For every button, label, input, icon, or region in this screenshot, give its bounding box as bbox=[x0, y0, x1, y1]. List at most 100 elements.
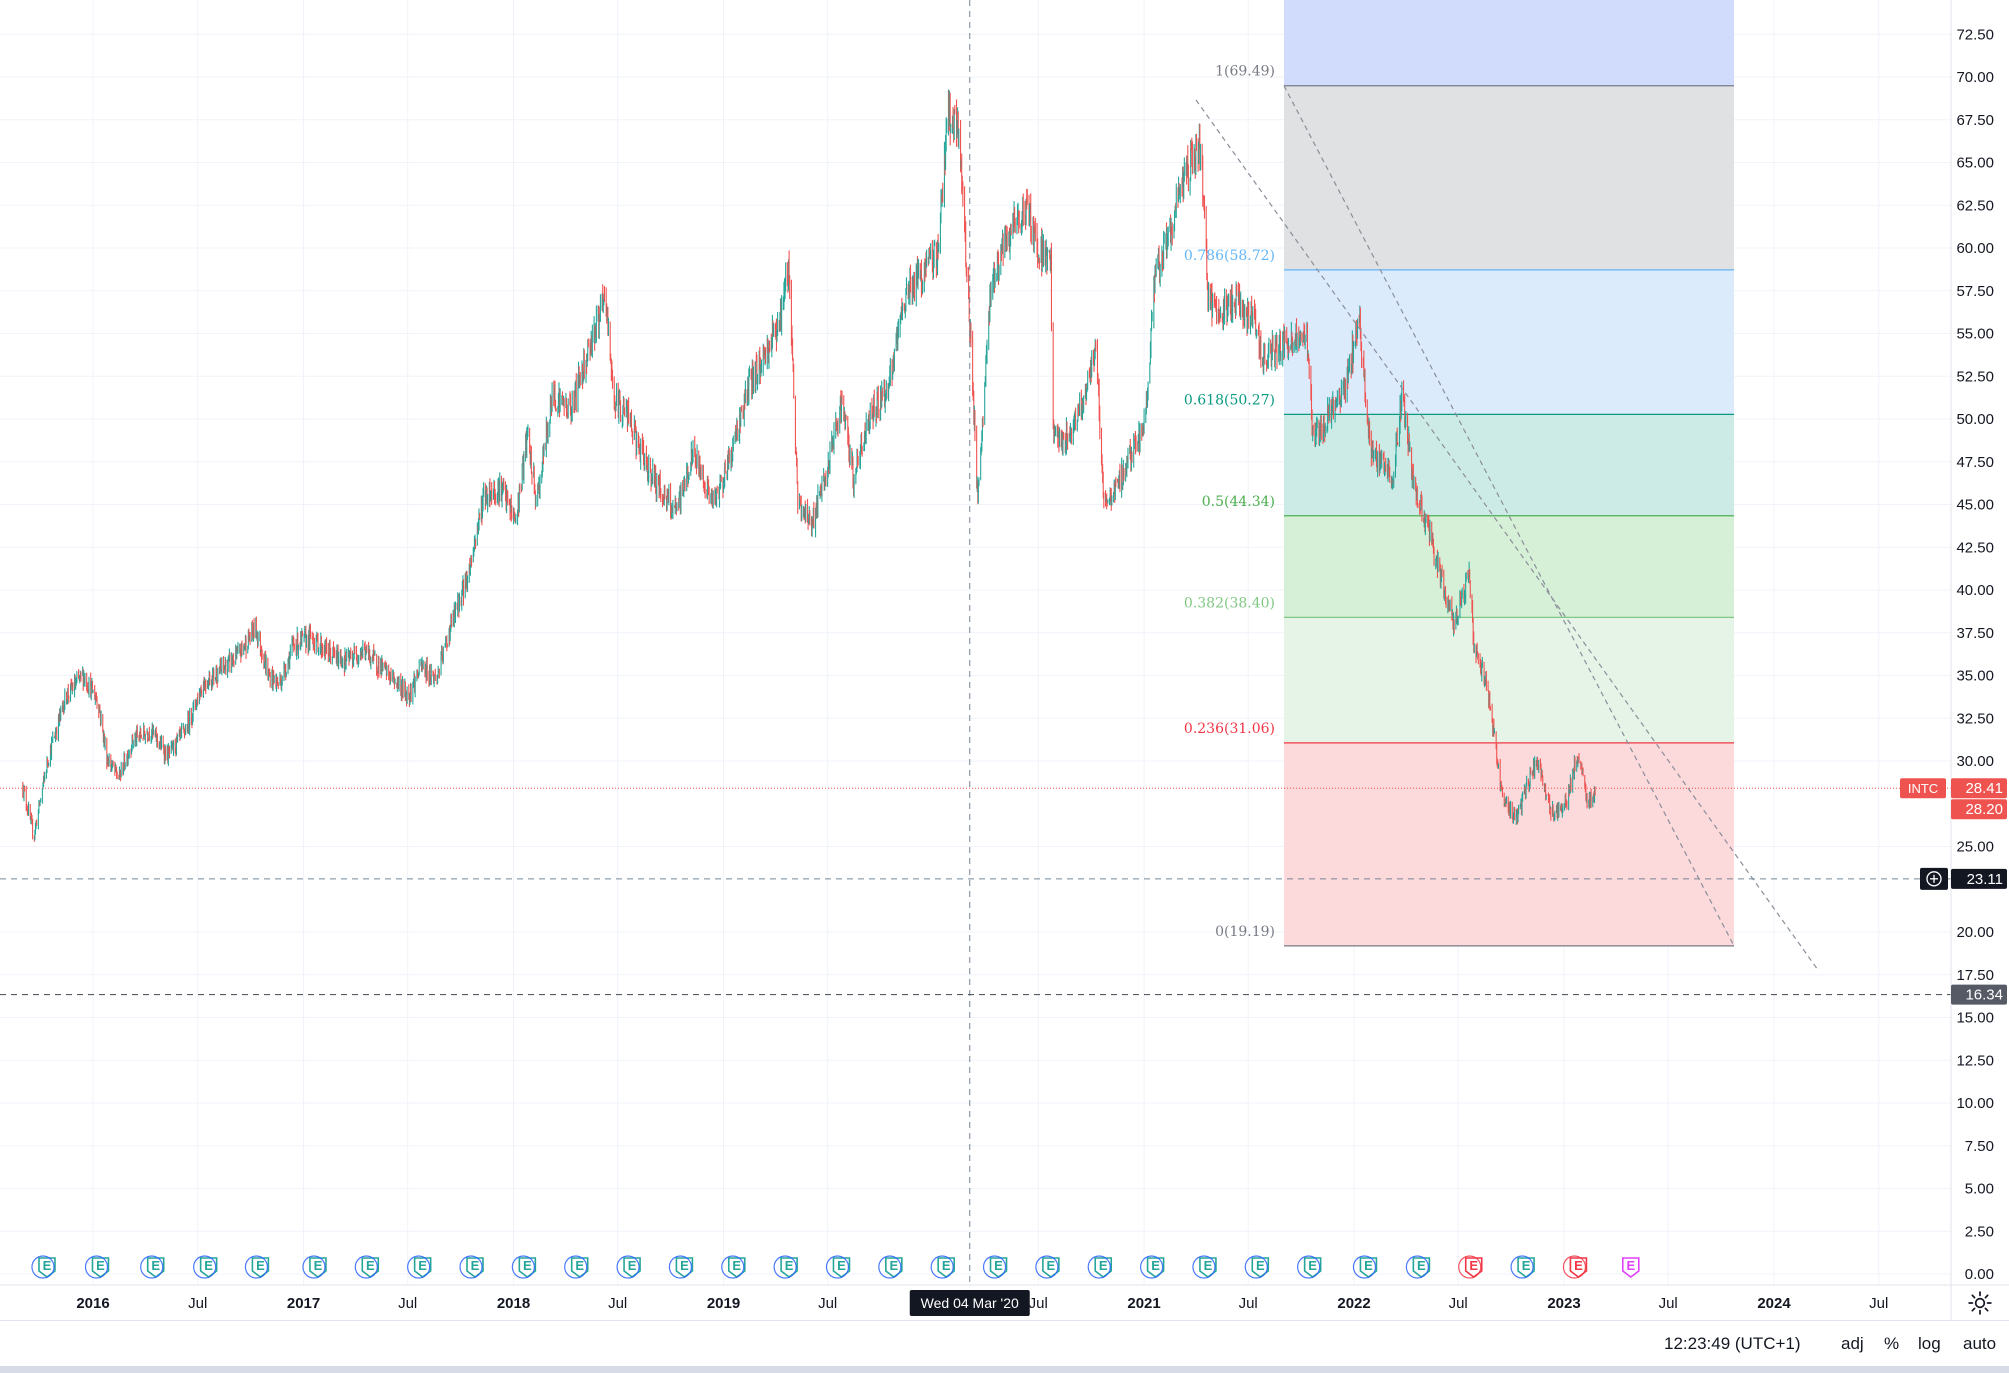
trend-line bbox=[1195, 99, 1819, 971]
fib-zone bbox=[1284, 269, 1734, 415]
earnings-marker-icon[interactable]: E bbox=[140, 1255, 165, 1279]
earnings-marker-icon[interactable]: E bbox=[668, 1255, 694, 1279]
price-tick-label: 60.00 bbox=[1956, 240, 1994, 257]
time-tick-label: Jul bbox=[1239, 1295, 1258, 1312]
earnings-marker-icon[interactable]: E bbox=[1192, 1255, 1217, 1279]
price-chart[interactable]: 1(69.49) 0.786(58.72) 0.618(50.27) 0.5(44.3… bbox=[0, 0, 2009, 1320]
earnings-marker-icon[interactable]: E bbox=[1352, 1255, 1378, 1279]
earnings-marker-icon[interactable]: E bbox=[1087, 1255, 1113, 1279]
earnings-letter: E bbox=[151, 1258, 160, 1273]
price-tick-label: 2.50 bbox=[1965, 1223, 1994, 1240]
earnings-letter: E bbox=[256, 1258, 265, 1273]
earnings-marker-icon[interactable]: E bbox=[616, 1255, 641, 1279]
crosshair-price-badge[interactable]: 23.11 bbox=[1951, 868, 2007, 889]
crosshair-date-badge[interactable]: Wed 04 Mar '20 bbox=[909, 1290, 1030, 1316]
earnings-marker-icon[interactable]: E bbox=[1035, 1255, 1060, 1279]
earnings-ring bbox=[1562, 1255, 1587, 1279]
earnings-letter: E bbox=[418, 1258, 427, 1273]
earnings-letter: E bbox=[1574, 1258, 1583, 1273]
earnings-marker-icon[interactable]: E bbox=[354, 1255, 380, 1279]
fib-retracement[interactable]: 1(69.49) 0.786(58.72) 0.618(50.27) 0.5(44.3… bbox=[1184, 0, 1735, 947]
earnings-marker-icon[interactable]: E bbox=[31, 1255, 56, 1279]
price-tick-label: 57.50 bbox=[1956, 283, 1994, 300]
earnings-letter: E bbox=[1364, 1258, 1373, 1273]
adj-toggle[interactable]: adj bbox=[1841, 1334, 1864, 1353]
last-price-badge[interactable]: 28.41 bbox=[1951, 778, 2007, 799]
earnings-ring bbox=[244, 1255, 269, 1279]
price-tick-label: 47.50 bbox=[1956, 454, 1994, 471]
earnings-marker-icon[interactable]: E bbox=[244, 1255, 270, 1279]
time-axis[interactable]: 2016 Jul 2017 Jul 2018 Jul 2019 Jul Jul 2021 Jul 20… bbox=[0, 1284, 2009, 1316]
earnings-letter: E bbox=[994, 1258, 1003, 1273]
fib-level-label[interactable]: 0.618(50.27) bbox=[1184, 392, 1275, 408]
fib-level-label[interactable]: 0.786(58.72) bbox=[1184, 248, 1275, 264]
symbol-tag-text: INTC bbox=[1908, 781, 1938, 796]
earnings-marker-icon[interactable]: E bbox=[302, 1255, 327, 1279]
earnings-marker-icon[interactable]: E bbox=[193, 1255, 218, 1279]
time-tick-label: Jul bbox=[1029, 1295, 1048, 1312]
earnings-marker-icon[interactable]: E bbox=[459, 1255, 484, 1279]
earnings-marker-icon[interactable]: E bbox=[721, 1255, 746, 1279]
symbol-tag-bg bbox=[1900, 778, 1946, 799]
fib-level-label[interactable]: 0.382(38.40) bbox=[1184, 595, 1275, 611]
last-price-badge-bg bbox=[1951, 778, 2007, 799]
earnings-letter: E bbox=[1204, 1258, 1213, 1273]
earnings-ring bbox=[1510, 1255, 1534, 1279]
fib-zone bbox=[1284, 85, 1734, 270]
earnings-marker-icon[interactable]: E bbox=[1297, 1255, 1322, 1279]
fib-level-label[interactable]: 1(69.49) bbox=[1215, 64, 1275, 80]
earnings-marker-icon[interactable]: E bbox=[84, 1255, 110, 1279]
symbol-tag[interactable]: INTC bbox=[1900, 778, 1946, 799]
earnings-letter: E bbox=[471, 1258, 480, 1273]
earnings-marker-icon[interactable]: E bbox=[825, 1255, 851, 1279]
earnings-letter: E bbox=[1256, 1258, 1265, 1273]
price-tick-label: 52.50 bbox=[1956, 368, 1994, 385]
earnings-marker-icon[interactable]: E bbox=[407, 1255, 432, 1279]
earnings-marker-icon[interactable]: E bbox=[1510, 1255, 1535, 1279]
earnings-marker-icon[interactable]: E bbox=[930, 1255, 955, 1279]
earnings-marker-icon[interactable]: E bbox=[878, 1255, 903, 1279]
level-price-badge[interactable]: 16.34 bbox=[1951, 984, 2007, 1005]
earnings-letter: E bbox=[680, 1258, 689, 1273]
earnings-marker-icon[interactable]: E bbox=[564, 1255, 589, 1279]
time-tick-label: Jul bbox=[1449, 1295, 1468, 1312]
prev-close-badge-text: 28.20 bbox=[1965, 801, 2003, 818]
earnings-marker-icon[interactable]: E bbox=[1244, 1255, 1270, 1279]
log-toggle[interactable]: log bbox=[1918, 1334, 1941, 1353]
time-tick-label: 2023 bbox=[1547, 1295, 1580, 1312]
settings-gear-icon[interactable] bbox=[1967, 1290, 1993, 1316]
price-axis[interactable]: 72.50 70.00 67.50 65.00 62.50 60.00 57.50 55.00… bbox=[1900, 0, 2007, 1320]
fib-zone bbox=[1284, 617, 1734, 743]
earnings-ring bbox=[1458, 1255, 1482, 1279]
time-tick-label: 2019 bbox=[707, 1295, 740, 1312]
earnings-marker-icon[interactable]: E bbox=[1621, 1257, 1640, 1278]
earnings-marker-icon[interactable]: E bbox=[1405, 1255, 1431, 1279]
earnings-marker-icon[interactable]: E bbox=[1458, 1255, 1483, 1279]
price-tick-label: 17.50 bbox=[1956, 967, 1994, 984]
add-alert-icon[interactable] bbox=[1920, 867, 1948, 890]
earnings-letter: E bbox=[628, 1258, 637, 1273]
earnings-ring bbox=[302, 1255, 326, 1279]
fib-level-label[interactable]: 0.5(44.34) bbox=[1202, 494, 1275, 510]
earnings-letter: E bbox=[837, 1258, 846, 1273]
earnings-marker-icon[interactable]: E bbox=[1562, 1255, 1588, 1279]
price-tick-label: 37.50 bbox=[1956, 625, 1994, 642]
percent-toggle[interactable]: % bbox=[1884, 1334, 1900, 1353]
earnings-marker-icon[interactable]: E bbox=[773, 1255, 798, 1279]
fib-level-label[interactable]: 0(19.19) bbox=[1215, 924, 1275, 940]
earnings-marker-icon[interactable]: E bbox=[1139, 1255, 1165, 1279]
earnings-ring bbox=[1087, 1255, 1111, 1279]
fib-level-label[interactable]: 0.236(31.06) bbox=[1184, 721, 1275, 737]
fib-zone-top bbox=[1284, 0, 1734, 86]
auto-toggle[interactable]: auto bbox=[1963, 1334, 1997, 1353]
time-tick-label: Jul bbox=[188, 1295, 207, 1312]
clock-timezone[interactable]: 12:23:49 (UTC+1) bbox=[1664, 1334, 1801, 1353]
earnings-ring bbox=[1192, 1255, 1216, 1279]
level-price-badge-text: 16.34 bbox=[1965, 987, 2003, 1004]
earnings-marker-icon[interactable]: E bbox=[982, 1255, 1008, 1279]
earnings-marker-icon[interactable]: E bbox=[511, 1255, 537, 1279]
earnings-ring bbox=[459, 1255, 483, 1279]
prev-close-badge[interactable]: 28.20 bbox=[1951, 799, 2007, 820]
price-tick-label: 42.50 bbox=[1956, 539, 1994, 556]
